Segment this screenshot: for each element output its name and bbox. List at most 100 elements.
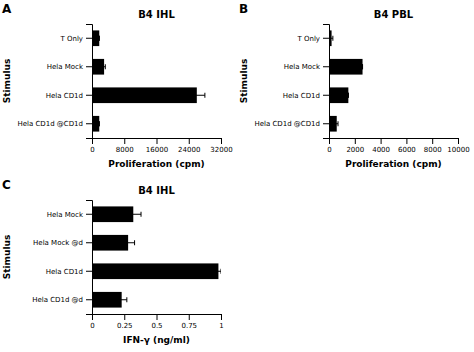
x-axis: 0200040006000800010000 — [327, 138, 469, 154]
y-label: Stimulus — [2, 59, 12, 104]
title: B4 IHL — [138, 185, 175, 196]
tick-mark — [86, 299, 92, 300]
tick-label: 32000 — [210, 146, 232, 154]
tick-label: 0.5 — [151, 322, 162, 330]
error-bar — [99, 36, 100, 41]
x-tick: 8000 — [116, 138, 134, 154]
y-label: Stimulus — [239, 59, 249, 104]
y-tick: Hela Mock — [284, 63, 329, 71]
x-tick: 32000 — [210, 138, 232, 154]
tick-label: Hela CD1d @CD1d — [254, 120, 320, 128]
error-bar — [348, 93, 349, 98]
error-bar — [330, 36, 333, 41]
bar — [92, 263, 218, 279]
bar — [92, 30, 99, 46]
tick-label: 4000 — [372, 146, 390, 154]
y-tick: Hela CD1d @d — [32, 296, 92, 304]
tick-label: 1 — [219, 322, 223, 330]
chart-canvas: 08000160002400032000T OnlyHela MockHela … — [0, 0, 474, 352]
x-tick: 16000 — [146, 138, 168, 154]
bar — [92, 59, 104, 75]
tick-label: Hela Mock @d — [33, 239, 83, 247]
tick-mark — [323, 95, 329, 96]
x-tick: 1 — [219, 314, 223, 330]
axis-domain — [323, 25, 330, 139]
tick-mark — [86, 123, 92, 124]
tick-mark — [221, 314, 222, 320]
tick-label: Hela CD1d — [46, 91, 83, 99]
y-tick: Hela CD1d — [46, 91, 92, 99]
x-tick: 0 — [327, 138, 331, 154]
tick-label: Hela Mock — [284, 63, 321, 71]
x-tick: 0.5 — [151, 314, 162, 330]
y-tick: Hela Mock — [47, 63, 92, 71]
tick-mark — [86, 242, 92, 243]
marks — [329, 30, 363, 131]
axis-domain — [93, 139, 222, 145]
error-bar — [117, 297, 127, 302]
x-label: Proliferation (cpm) — [345, 159, 441, 169]
x-tick: 4000 — [372, 138, 390, 154]
error-bar — [122, 240, 135, 245]
tick-mark — [355, 138, 356, 144]
axis-domain — [86, 25, 93, 139]
tick-mark — [189, 138, 190, 144]
x-tick: 24000 — [178, 138, 200, 154]
y-axis: T OnlyHela MockHela CD1dHela CD1d @CD1d — [17, 25, 92, 139]
tick-label: 0.75 — [181, 322, 197, 330]
axis-domain — [86, 201, 93, 315]
error-bar — [335, 121, 338, 126]
x-tick: 6000 — [398, 138, 416, 154]
y-label: Stimulus — [2, 235, 12, 280]
tick-mark — [406, 138, 407, 144]
tick-label: T Only — [296, 34, 320, 42]
tick-label: 16000 — [146, 146, 168, 154]
error-bar — [362, 64, 363, 69]
panel-label: A — [2, 2, 12, 16]
x-axis: 0 8000 16000 24000 32000 — [90, 138, 232, 154]
tick-label: Hela CD1d — [46, 267, 83, 275]
tick-mark — [323, 123, 329, 124]
tick-label: 0 — [327, 146, 331, 154]
bar — [329, 87, 348, 103]
error-bar — [189, 93, 205, 98]
error-bar — [216, 269, 221, 274]
tick-mark — [157, 314, 158, 320]
background — [0, 0, 474, 352]
bar — [329, 59, 363, 75]
x-tick: 0.75 — [181, 314, 197, 330]
y-tick: Hela Mock @d — [33, 239, 92, 247]
tick-label: 0 — [90, 146, 94, 154]
tick-mark — [86, 214, 92, 215]
y-axis: T Only Hela Mock Hela CD1d Hela CD1d @CD1d — [254, 25, 329, 139]
tick-mark — [86, 38, 92, 39]
title: B4 IHL — [138, 9, 175, 20]
title: B4 PBL — [374, 9, 414, 20]
y-tick: Hela Mock — [47, 210, 92, 218]
y-tick: T Only — [296, 34, 329, 42]
tick-label: 24000 — [178, 146, 200, 154]
error-bar — [103, 64, 105, 69]
x-tick: 2000 — [346, 138, 364, 154]
axis-domain — [93, 315, 222, 321]
panel: 0200040006000800010000T OnlyHela MockHel… — [239, 2, 470, 169]
tick-mark — [86, 95, 92, 96]
tick-label: 0.25 — [117, 322, 133, 330]
tick-label: 10000 — [447, 146, 469, 154]
tick-mark — [381, 138, 382, 144]
tick-mark — [432, 138, 433, 144]
panel-label: C — [2, 178, 11, 192]
tick-mark — [458, 138, 459, 144]
tick-label: Hela Mock — [47, 210, 84, 218]
tick-mark — [323, 38, 329, 39]
bar — [92, 116, 99, 132]
x-label: Proliferation (cpm) — [108, 159, 204, 169]
y-tick: Hela CD1d — [283, 91, 329, 99]
panel: 00.250.50.751Hela MockHela Mock @dHela C… — [2, 178, 224, 345]
tick-mark — [124, 138, 125, 144]
tick-mark — [86, 271, 92, 272]
y-tick: Hela CD1d @CD1d — [254, 120, 329, 128]
marks — [92, 30, 205, 131]
y-axis: Hela Mock Hela Mock @d Hela CD1d Hela CD1d … — [32, 201, 92, 315]
axis-domain — [330, 139, 459, 145]
